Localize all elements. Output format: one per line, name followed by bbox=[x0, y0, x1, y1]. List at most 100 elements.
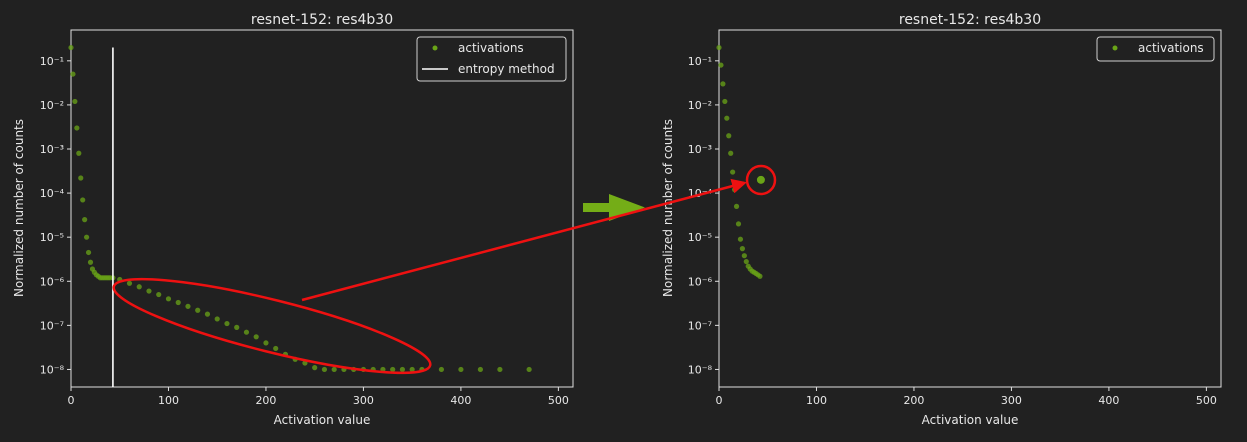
left-data-point bbox=[458, 366, 464, 373]
right-data-point bbox=[757, 273, 763, 279]
left-data-point bbox=[526, 366, 532, 373]
left-plot-frame bbox=[70, 29, 574, 388]
right-chart-title: resnet-152: res4b30 bbox=[899, 12, 1041, 28]
right-data-point bbox=[722, 98, 728, 105]
left-x-tick-label: 500 bbox=[548, 394, 569, 407]
left-y-axis-label: Normalized number of counts bbox=[12, 119, 26, 297]
right-data-point bbox=[741, 253, 747, 259]
right-data-point bbox=[733, 203, 740, 209]
left-y-tick-label: 10⁻¹ bbox=[40, 55, 64, 68]
left-data-point bbox=[74, 125, 80, 131]
right-x-tick-label: 300 bbox=[1001, 394, 1022, 407]
left-data-point bbox=[214, 316, 220, 322]
right-y-tick-label: 10⁻⁷ bbox=[688, 319, 712, 332]
right-y-tick-label: 10⁻⁸ bbox=[688, 363, 713, 376]
left-y-tick-label: 10⁻⁷ bbox=[40, 319, 64, 332]
right-data-point bbox=[735, 221, 742, 227]
right-legend-box bbox=[1096, 36, 1215, 62]
left-data-point bbox=[175, 299, 181, 306]
right-data-point bbox=[720, 81, 726, 87]
right-merged-point-highlight-circle bbox=[745, 164, 777, 196]
right-series bbox=[716, 44, 765, 279]
right-data-point bbox=[718, 62, 724, 68]
left-y-tick-label: 10⁻⁶ bbox=[40, 275, 65, 288]
left-data-point bbox=[83, 234, 90, 240]
left-data-point bbox=[497, 366, 503, 373]
left-data-point bbox=[438, 366, 445, 373]
legend-activations-marker bbox=[1112, 45, 1118, 51]
left-data-point bbox=[146, 288, 152, 294]
right-data-point bbox=[731, 186, 738, 193]
left-ticks: 0 100 200 300 400 500 10⁻⁸ 10⁻⁷ 10⁻⁶ 10⁻⁵ 10⁻⁴ 10⁻³… bbox=[40, 55, 569, 407]
left-data-point bbox=[321, 366, 328, 373]
left-y-tick-label: 10⁻⁵ bbox=[40, 231, 64, 244]
right-data-point bbox=[756, 175, 765, 184]
right-legend: activations bbox=[1096, 36, 1215, 62]
right-ticks: 010020030040050010⁻⁸10⁻⁷10⁻⁶10⁻⁵10⁻⁴10⁻³… bbox=[688, 55, 1217, 407]
left-data-point bbox=[204, 311, 211, 317]
left-data-point bbox=[390, 366, 396, 373]
right-data-point bbox=[743, 258, 749, 265]
left-data-point bbox=[253, 334, 259, 340]
left-data-point bbox=[80, 197, 86, 203]
right-data-point bbox=[728, 150, 734, 156]
left-data-point bbox=[477, 366, 483, 373]
left-data-point bbox=[195, 307, 201, 313]
left-data-point bbox=[76, 150, 82, 156]
right-x-tick-label: 0 bbox=[716, 394, 723, 407]
left-data-point bbox=[68, 44, 74, 51]
right-plot-frame bbox=[718, 29, 1222, 388]
left-data-point bbox=[72, 98, 78, 105]
left-data-point bbox=[331, 366, 337, 373]
right-data-point bbox=[737, 236, 744, 242]
legend-activations-label: activations bbox=[1138, 41, 1204, 55]
left-chart: resnet-152: res4b30 Activation value Nor… bbox=[12, 12, 574, 427]
left-x-tick-label: 400 bbox=[450, 394, 471, 407]
right-data-point bbox=[716, 44, 722, 51]
left-x-tick-label: 100 bbox=[158, 394, 179, 407]
left-tail-highlight-ellipse bbox=[112, 277, 432, 375]
left-data-point bbox=[263, 340, 269, 346]
left-x-tick-label: 200 bbox=[255, 394, 276, 407]
left-data-point bbox=[78, 175, 84, 181]
right-y-tick-label: 10⁻² bbox=[688, 99, 712, 112]
legend-entropy-method-label: entropy method bbox=[458, 62, 555, 76]
right-y-tick-label: 10⁻¹ bbox=[688, 55, 712, 68]
right-y-tick-label: 10⁻³ bbox=[688, 143, 712, 156]
left-y-tick-label: 10⁻² bbox=[40, 99, 64, 112]
right-chart: resnet-152: res4b30 Activation value Nor… bbox=[661, 12, 1222, 427]
left-data-point bbox=[273, 345, 279, 352]
left-data-point bbox=[312, 365, 318, 371]
left-y-tick-label: 10⁻⁴ bbox=[40, 187, 65, 200]
left-data-point bbox=[85, 249, 92, 256]
left-x-axis-label: Activation value bbox=[274, 413, 371, 427]
left-data-point bbox=[87, 259, 94, 265]
right-x-tick-label: 100 bbox=[806, 394, 827, 407]
left-y-tick-label: 10⁻⁸ bbox=[40, 363, 65, 376]
right-data-point bbox=[724, 115, 730, 121]
left-data-point bbox=[136, 284, 142, 290]
transition-arrow-shaft bbox=[583, 203, 609, 212]
left-y-tick-label: 10⁻³ bbox=[40, 143, 64, 156]
right-data-point bbox=[739, 246, 745, 252]
left-data-point bbox=[70, 71, 76, 77]
left-data-point bbox=[224, 320, 230, 327]
right-y-tick-label: 10⁻⁶ bbox=[688, 275, 713, 288]
left-data-point bbox=[185, 303, 191, 309]
left-x-tick-label: 300 bbox=[353, 394, 374, 407]
right-x-tick-label: 200 bbox=[903, 394, 924, 407]
left-data-point bbox=[126, 280, 133, 286]
left-data-point bbox=[243, 329, 250, 335]
left-data-point bbox=[156, 291, 162, 298]
left-data-point bbox=[234, 324, 240, 330]
red-pointer-arrow bbox=[301, 178, 747, 302]
right-y-tick-label: 10⁻⁵ bbox=[688, 231, 712, 244]
left-data-point bbox=[399, 366, 406, 373]
right-x-tick-label: 500 bbox=[1196, 394, 1217, 407]
transition-arrow-head bbox=[609, 194, 645, 221]
left-legend-box bbox=[416, 36, 567, 82]
legend-activations-marker bbox=[432, 45, 438, 51]
right-x-axis-label: Activation value bbox=[922, 413, 1019, 427]
left-chart-title: resnet-152: res4b30 bbox=[251, 12, 393, 28]
